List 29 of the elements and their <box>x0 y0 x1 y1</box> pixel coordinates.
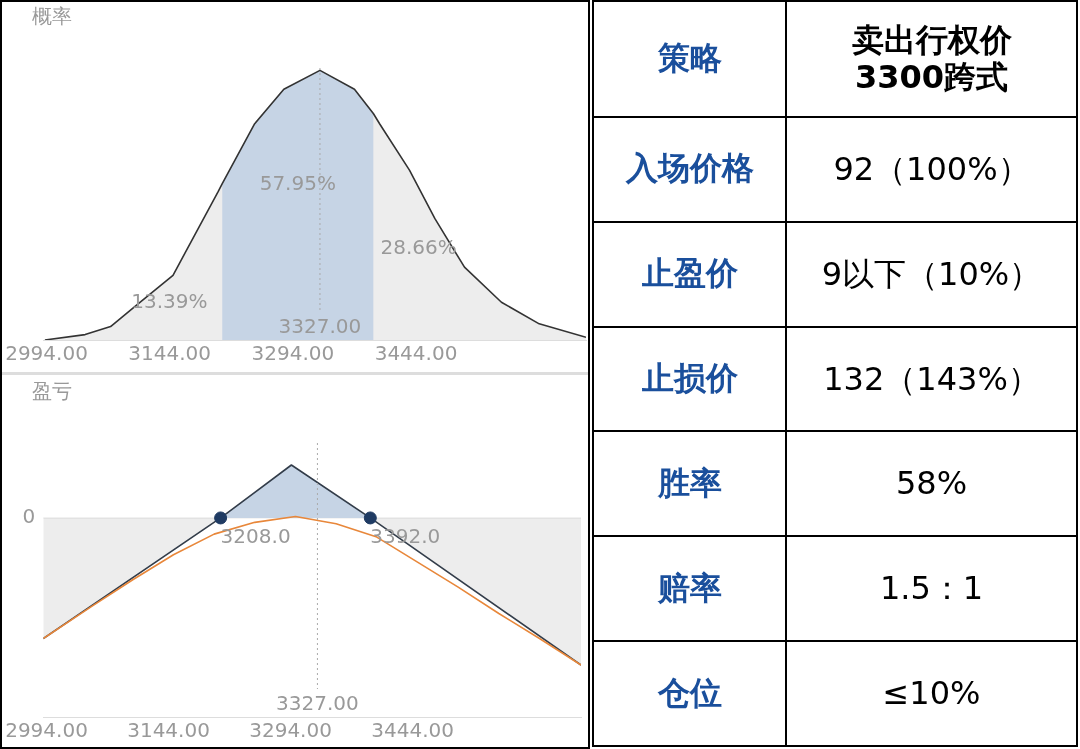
text: 92（100%） <box>786 116 1077 222</box>
text: 132（143%） <box>786 326 1077 432</box>
ref-line-label: 3327.00 <box>276 691 359 716</box>
text: 止盈价 <box>593 221 786 327</box>
chart-title: 概率 <box>32 4 72 29</box>
annotation: 3208.0 <box>220 524 291 549</box>
text: 1.5：1 <box>786 536 1077 642</box>
text: 卖出行权价 3300跨式 <box>786 1 1077 117</box>
x-tick-label: 2994.00 <box>5 718 88 743</box>
text: 58% <box>786 431 1077 537</box>
x-tick-label: 3444.00 <box>371 718 454 743</box>
x-tick-label: 3294.00 <box>249 718 332 743</box>
x-tick-label: 3444.00 <box>374 341 458 366</box>
ref-line-label: 3327.00 <box>278 314 362 339</box>
x-tick-label: 3294.00 <box>251 341 335 366</box>
x-tick-label: 2994.00 <box>5 341 88 366</box>
text: 9以下（10%） <box>786 221 1077 327</box>
text: 赔率 <box>593 536 786 642</box>
text: 胜率 <box>593 431 786 537</box>
text: 仓位 <box>593 641 786 746</box>
text: 策略 <box>593 1 786 117</box>
text: ≤10% <box>786 641 1077 746</box>
text: 入场价格 <box>593 116 786 222</box>
annotation: 57.95% <box>259 171 336 196</box>
ref-line-label: 0 <box>22 504 36 529</box>
x-tick-label: 3144.00 <box>127 718 210 743</box>
x-tick-label: 3144.00 <box>128 341 212 366</box>
text: 止损价 <box>593 326 786 432</box>
chart-title: 盈亏 <box>32 379 72 404</box>
